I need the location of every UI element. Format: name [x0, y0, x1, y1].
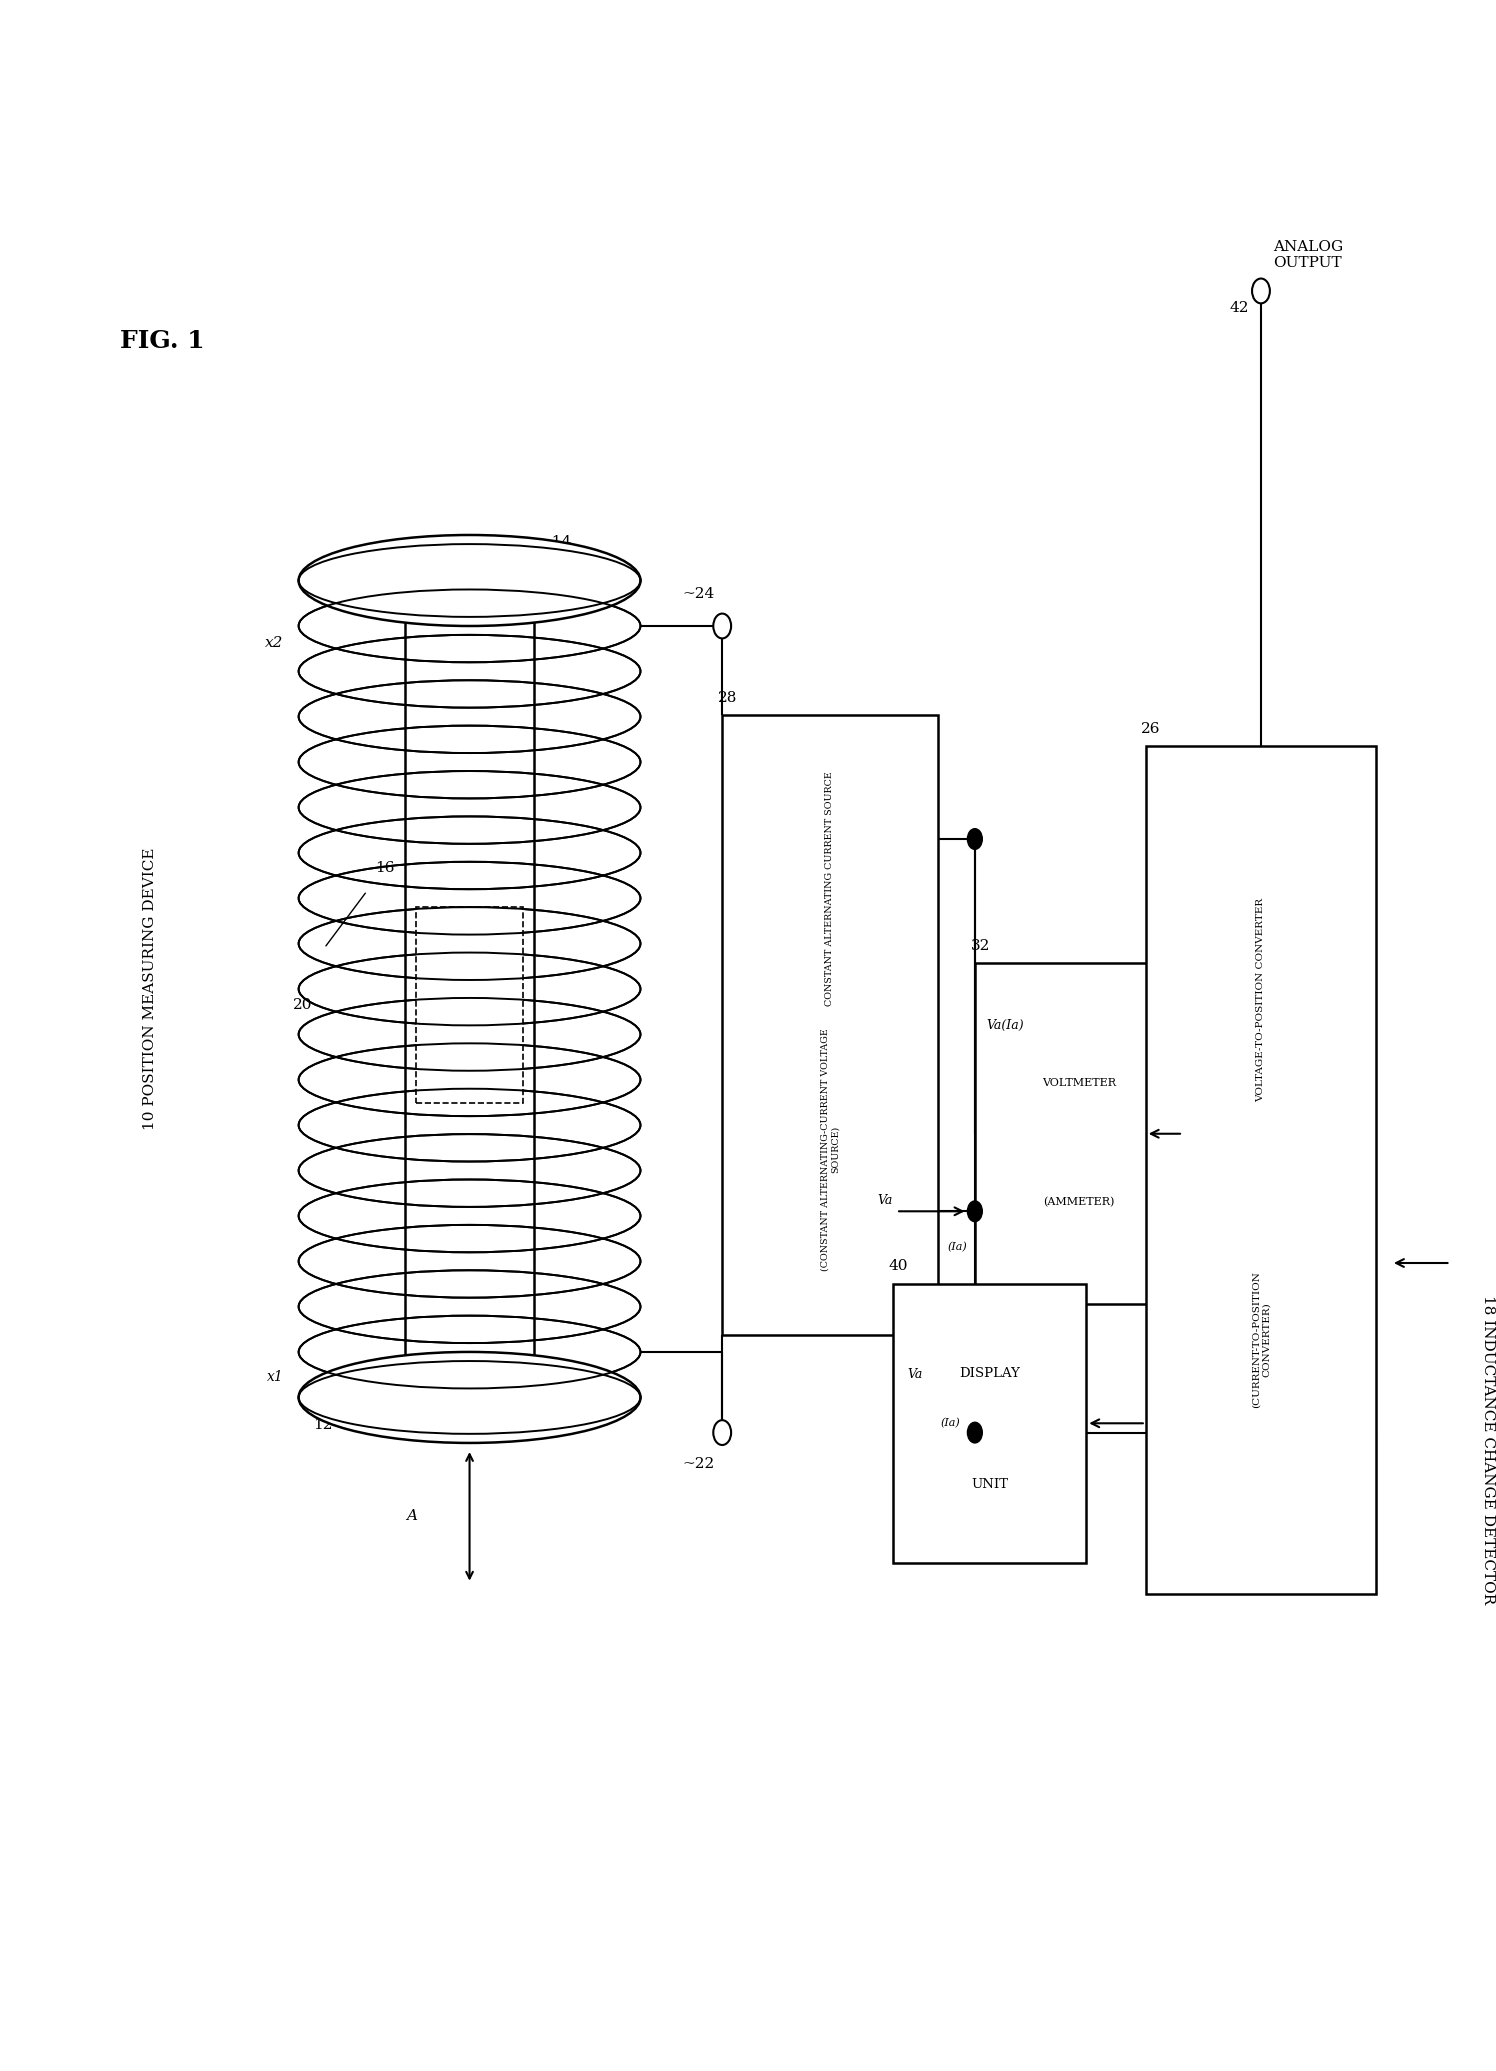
Text: 16: 16: [375, 862, 395, 874]
Text: 10 POSITION MEASURING DEVICE: 10 POSITION MEASURING DEVICE: [144, 847, 157, 1131]
Text: CONSTANT ALTERNATING CURRENT SOURCE: CONSTANT ALTERNATING CURRENT SOURCE: [826, 770, 835, 1007]
Text: (Ia): (Ia): [947, 1243, 968, 1253]
Ellipse shape: [299, 679, 640, 754]
Circle shape: [968, 1423, 983, 1443]
Ellipse shape: [299, 590, 640, 663]
Text: 26: 26: [1141, 721, 1161, 735]
Ellipse shape: [299, 1361, 640, 1433]
Text: ~22: ~22: [682, 1458, 715, 1470]
Bar: [416, 907, 524, 1104]
Bar: [893, 1284, 1086, 1564]
Ellipse shape: [299, 725, 640, 799]
Text: x1: x1: [266, 1369, 284, 1383]
Circle shape: [714, 613, 732, 638]
Text: DISPLAY: DISPLAY: [959, 1367, 1020, 1379]
Ellipse shape: [299, 545, 640, 617]
Text: (AMMETER): (AMMETER): [1043, 1197, 1115, 1207]
Circle shape: [714, 1421, 732, 1446]
Text: A: A: [407, 1510, 417, 1524]
Text: (CONSTANT ALTERNATING-CURRENT VOLTAGE
SOURCE): (CONSTANT ALTERNATING-CURRENT VOLTAGE SO…: [820, 1027, 839, 1272]
Circle shape: [1252, 278, 1270, 302]
Ellipse shape: [299, 816, 640, 888]
Text: VOLTMETER: VOLTMETER: [1041, 1077, 1116, 1087]
Ellipse shape: [299, 1089, 640, 1162]
Ellipse shape: [299, 953, 640, 1025]
Text: 32: 32: [971, 938, 990, 953]
Ellipse shape: [299, 1044, 640, 1116]
Ellipse shape: [299, 1315, 640, 1388]
Ellipse shape: [299, 1352, 640, 1443]
Bar: [1146, 746, 1376, 1595]
Text: ~14: ~14: [539, 536, 571, 549]
Ellipse shape: [299, 1180, 640, 1253]
Text: (Ia): (Ia): [941, 1419, 960, 1429]
Ellipse shape: [299, 998, 640, 1071]
Ellipse shape: [299, 862, 640, 934]
Text: 20: 20: [293, 998, 313, 1013]
Text: ANALOG
OUTPUT: ANALOG OUTPUT: [1273, 240, 1343, 269]
Bar: [975, 963, 1183, 1305]
Text: (CURRENT-TO-POSITION
CONVERTER): (CURRENT-TO-POSITION CONVERTER): [1251, 1272, 1270, 1408]
Text: FIG. 1: FIG. 1: [120, 329, 205, 352]
Ellipse shape: [299, 1270, 640, 1344]
Text: UNIT: UNIT: [971, 1479, 1008, 1491]
Text: 28: 28: [718, 690, 738, 704]
Text: 18 INDUCTANCE CHANGE DETECTOR: 18 INDUCTANCE CHANGE DETECTOR: [1481, 1294, 1495, 1603]
Bar: [723, 714, 938, 1336]
Text: 12: 12: [314, 1419, 334, 1433]
Ellipse shape: [299, 1135, 640, 1207]
Text: VOLTAGE-TO-POSITION CONVERTER: VOLTAGE-TO-POSITION CONVERTER: [1257, 899, 1266, 1102]
Circle shape: [968, 828, 983, 849]
Circle shape: [968, 1201, 983, 1222]
Ellipse shape: [299, 1224, 640, 1299]
Text: Va: Va: [878, 1195, 893, 1207]
Ellipse shape: [299, 636, 640, 708]
Text: 42: 42: [1230, 300, 1249, 315]
Ellipse shape: [299, 770, 640, 843]
Ellipse shape: [299, 907, 640, 980]
Text: Va: Va: [908, 1367, 923, 1381]
Text: 40: 40: [889, 1259, 908, 1274]
Text: x2: x2: [265, 636, 284, 650]
Text: Va(Ia): Va(Ia): [987, 1019, 1025, 1031]
Text: ~24: ~24: [682, 588, 715, 601]
Ellipse shape: [299, 534, 640, 625]
